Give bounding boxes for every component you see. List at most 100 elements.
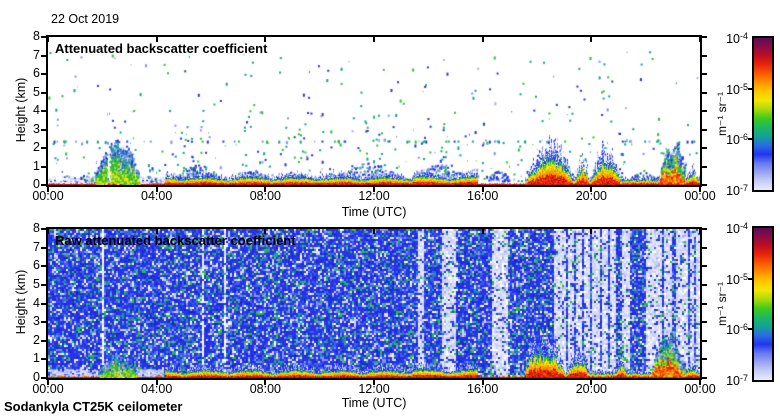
y-tick-label: 6 xyxy=(33,66,40,80)
y-tick-mark-right xyxy=(702,36,707,38)
station-label: Sodankyla CT25K ceilometer xyxy=(4,399,183,414)
x-tick-label: 04:00 xyxy=(141,382,173,396)
colorbar-tick-mark xyxy=(748,328,752,331)
x-tick-mark-top xyxy=(481,37,484,42)
y-tick-label: 2 xyxy=(33,140,40,154)
x-tick-mark-top xyxy=(699,229,701,234)
y-tick-mark-right xyxy=(702,228,707,230)
x-tick-mark-top xyxy=(590,229,593,234)
y-tick-label: 8 xyxy=(33,29,40,43)
colorbar-tick-label: 10-5 xyxy=(726,271,748,287)
x-tick-mark xyxy=(373,187,375,192)
y-tick-mark xyxy=(41,339,46,342)
y-tick-mark xyxy=(41,283,46,286)
x-tick-mark xyxy=(590,187,593,192)
y-tick-label: 3 xyxy=(33,121,40,136)
x-tick-mark-top xyxy=(47,37,49,42)
y-tick-mark-right xyxy=(702,128,707,131)
attenuated-panel-title: Attenuated backscatter coefficient xyxy=(55,41,268,56)
y-tick-mark xyxy=(41,73,46,75)
x-tick-label: 20:00 xyxy=(575,189,607,203)
x-tick-label: 20:00 xyxy=(575,382,607,396)
raw-backscatter-heatmap xyxy=(48,229,700,378)
y-tick-mark-right xyxy=(702,165,707,168)
y-tick-label: 1 xyxy=(33,351,40,366)
time-axis-label-top: Time (UTC) xyxy=(341,205,407,219)
colorbar-tick-label: 10-4 xyxy=(726,221,748,237)
x-tick-mark xyxy=(481,380,484,385)
x-tick-mark xyxy=(699,380,701,385)
colorbar-tick-mark xyxy=(748,87,752,90)
x-tick-mark xyxy=(47,380,49,385)
x-tick-label: 16:00 xyxy=(467,189,499,203)
y-tick-label: 5 xyxy=(33,276,40,291)
x-tick-label: 12:00 xyxy=(358,189,390,203)
x-tick-mark xyxy=(481,187,484,192)
x-tick-mark-top xyxy=(264,229,267,234)
colorbar-tick-label: 10-5 xyxy=(726,81,748,97)
colorbar-tick-label: 10-7 xyxy=(726,373,748,389)
y-tick-mark-right xyxy=(702,377,707,379)
colorbar-tick-label: 10-6 xyxy=(726,322,748,338)
y-tick-label: 6 xyxy=(33,258,40,273)
x-tick-mark xyxy=(47,187,49,192)
time-axis-label-bottom: Time (UTC) xyxy=(341,396,407,410)
x-tick-mark xyxy=(699,187,701,192)
y-tick-label: 2 xyxy=(33,332,40,347)
x-tick-mark-top xyxy=(155,37,158,42)
y-tick-label: 8 xyxy=(33,221,40,235)
y-tick-mark-right xyxy=(702,265,707,268)
colorbar-tick-mark xyxy=(748,138,752,141)
colorbar-gradient-top xyxy=(754,38,772,190)
colorbar-tick-label: 10-4 xyxy=(726,31,748,47)
y-tick-label: 0 xyxy=(33,370,40,384)
x-tick-mark xyxy=(264,380,267,385)
x-tick-mark xyxy=(155,187,158,192)
y-tick-label: 7 xyxy=(33,47,40,62)
y-tick-mark-right xyxy=(702,246,707,249)
y-tick-mark-right xyxy=(702,339,707,342)
x-tick-label: 08:00 xyxy=(249,189,281,203)
y-tick-label: 7 xyxy=(33,239,40,254)
raw-panel-title: Raw attenuated backscatter coefficient xyxy=(55,233,296,248)
x-tick-mark xyxy=(264,187,267,192)
x-tick-label: 00:00 xyxy=(32,189,64,203)
attenuated-backscatter-heatmap xyxy=(48,37,700,185)
y-tick-label: 4 xyxy=(33,295,40,310)
y-tick-mark xyxy=(41,91,46,94)
y-tick-mark xyxy=(41,36,46,38)
y-tick-mark xyxy=(41,265,46,268)
y-tick-mark xyxy=(41,228,46,230)
y-tick-mark xyxy=(41,377,46,379)
colorbar-tick-label: 10-6 xyxy=(726,132,748,148)
x-tick-label: 16:00 xyxy=(467,382,499,396)
x-tick-mark-top xyxy=(47,229,49,234)
y-tick-mark-right xyxy=(702,147,707,149)
y-tick-mark xyxy=(41,184,46,186)
x-tick-label: 00:00 xyxy=(32,382,64,396)
y-tick-mark xyxy=(41,147,46,149)
colorbar-gradient-bottom xyxy=(754,228,772,380)
y-tick-mark xyxy=(41,128,46,131)
y-tick-label: 5 xyxy=(33,84,40,99)
x-tick-mark xyxy=(590,380,593,385)
x-tick-label: 04:00 xyxy=(141,189,173,203)
x-tick-label: 00:00 xyxy=(684,189,716,203)
y-tick-mark-right xyxy=(702,302,707,305)
x-tick-mark-top xyxy=(699,37,701,42)
x-tick-label: 08:00 xyxy=(249,382,281,396)
y-tick-mark-right xyxy=(702,283,707,286)
date-label: 22 Oct 2019 xyxy=(51,12,120,26)
y-tick-mark xyxy=(41,110,46,112)
x-tick-mark-top xyxy=(373,37,375,42)
x-tick-mark-top xyxy=(373,229,375,234)
x-tick-mark-top xyxy=(481,229,484,234)
y-tick-label: 3 xyxy=(33,314,40,329)
colorbar-tick-label: 10-7 xyxy=(726,183,748,199)
y-tick-mark-right xyxy=(702,73,707,75)
y-tick-mark-right xyxy=(702,321,707,324)
y-tick-mark-right xyxy=(702,184,707,186)
y-tick-mark-right xyxy=(702,110,707,112)
y-tick-mark xyxy=(41,165,46,168)
y-tick-label: 0 xyxy=(33,177,40,191)
